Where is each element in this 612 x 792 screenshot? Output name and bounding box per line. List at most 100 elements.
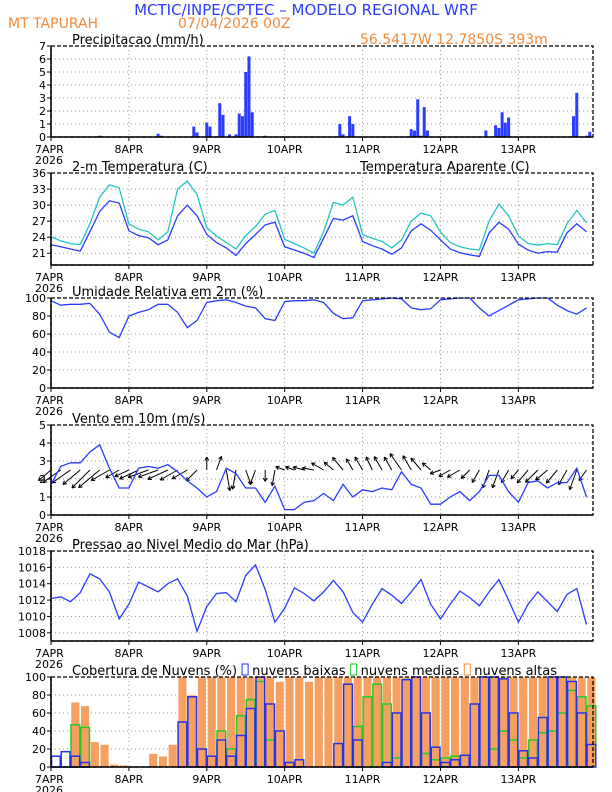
cloud-bar-nuvens-altas [518,676,528,768]
wind-arrow [438,469,451,477]
legend-mid: nuvens medias [361,664,460,679]
y-tick-label: 2 [39,105,46,118]
wind-arrow [471,469,480,483]
y-tick-label: 20 [32,364,46,377]
cloud-bar-nuvens-altas [557,676,567,768]
plot-frame [50,297,594,389]
x-tick-label: 9APR [192,394,221,407]
cloud-bar-nuvens-altas [294,676,304,768]
wind-arrow [516,469,529,484]
wind-arrow-head [365,456,370,461]
location: 56.5417W 12.7850S 393m [360,32,548,48]
wind-arrow-head [71,484,76,489]
x-tick-label: 10APR [267,521,303,534]
cloud-bar-nuvens-altas [499,676,509,768]
precip-bar [500,112,504,137]
cloud-bar-nuvens-altas [206,676,217,768]
wind-arrow-head [429,470,435,475]
wind-arrow-head [516,479,522,484]
wind-arrow-head [460,474,466,479]
wind-arrow-head [249,480,254,485]
y-tick-label: 20 [32,743,46,756]
series-line-2 [50,297,587,339]
x-tick-label: 11APR [345,647,381,660]
wind-arrow-head [62,480,67,485]
wind-arrow [271,469,276,486]
x-tick-label: 13APR [500,394,536,407]
wind-arrow [38,469,52,481]
humidity-title: Umidade Relativa em 2m (%) [72,285,263,300]
wind-arrow-head [373,456,378,461]
x-tick-label: 12APR [423,773,459,786]
wind-arrow [216,456,222,471]
precip-bar [218,103,222,137]
wind-arrow [545,469,558,484]
x-tick-label: 10APR [267,773,303,786]
year-label: 2026 [35,282,63,295]
wind-arrow-head [227,486,232,491]
precip-bar [409,129,413,137]
cloud-bar-nuvens-altas [382,676,392,768]
wind-arrow [332,457,344,471]
cloud-bar-nuvens-altas [362,676,373,768]
panel-2: 0 20 40 60 80 100 7APR 8APR 9APR 10APR 11APR 12APR 1… [25,292,594,418]
x-tick-label: 13APR [500,521,536,534]
wind-arrow-head [285,465,290,471]
x-tick-label: 12APR [423,394,459,407]
x-tick-label: 10APR [267,647,303,660]
wind-arrow [185,469,198,482]
pressure-title: Pressao ao Nivel Medio do Mar (hPa) [72,538,309,553]
y-tick-label: 100 [25,292,46,305]
cloud-bar-nuvens-altas [528,676,538,768]
wind-arrow-head [127,474,133,479]
x-tick-label: 12APR [423,521,459,534]
precip-bar [494,125,498,137]
wind-arrow-head [37,476,43,482]
y-tick-label: 6 [39,53,46,66]
cloud-bar-nuvens-altas [372,676,382,768]
y-tick-label: 24 [32,231,46,244]
precip-bar [244,72,248,137]
panel-4: 1008 1010 1012 1014 1016 1018 7APR 8APR 9APR 10AP… [18,545,594,671]
series-line-4 [50,563,588,634]
wind-arrow [354,456,364,471]
y-tick-label: 60 [32,328,46,341]
wind-arrow [90,469,110,481]
cloud-bar-nuvens-altas [284,676,295,768]
wind-arrow-head [354,456,359,462]
precip-bar [240,116,244,137]
cloud-bar-nuvens-altas [168,744,178,768]
y-tick-label: 1012 [18,594,46,607]
wind-arrow-head [446,473,452,478]
x-tick-label: 11APR [345,271,381,284]
cloud-bar-nuvens-altas [508,676,519,768]
wind-arrow [373,456,383,471]
legend-low-box [241,663,249,676]
precip-title: Precipitacao (mm/h) [72,33,204,48]
y-tick-label: 40 [32,725,46,738]
wind-arrow-head [383,456,388,462]
x-tick-label: 7APR [35,394,64,407]
y-tick-label: 1018 [18,545,46,558]
year-label: 2026 [35,154,63,167]
precip-bar [221,114,225,137]
precip-bar [503,122,507,137]
cloud-bar-nuvens-altas [255,676,266,768]
cloud-bar-nuvens-altas [304,681,314,768]
cloud-bar-nuvens-altas [401,676,412,768]
wind-arrow [62,469,81,485]
precip-bar [208,126,212,137]
cloud-bar-nuvens-baixas [50,755,61,768]
wind-arrow-head [331,456,337,462]
panel-1: 21 24 27 30 33 36 7APR 8APR 9APR 10APR 11APR 12APR 1… [32,167,594,295]
x-tick-label: 8APR [114,394,143,407]
apparent-temp-legend: Temperatura Aparente (C) [359,160,530,175]
cloud-bar-nuvens-altas [275,681,285,768]
wind-arrow-head [402,455,407,460]
wind-arrow-head [105,474,110,479]
y-tick-label: 0 [39,382,46,395]
wind-arrow [460,469,471,479]
wind-arrow-head [270,481,276,487]
legend-high: nuvens altas [474,664,557,679]
precip-bar [351,124,355,137]
